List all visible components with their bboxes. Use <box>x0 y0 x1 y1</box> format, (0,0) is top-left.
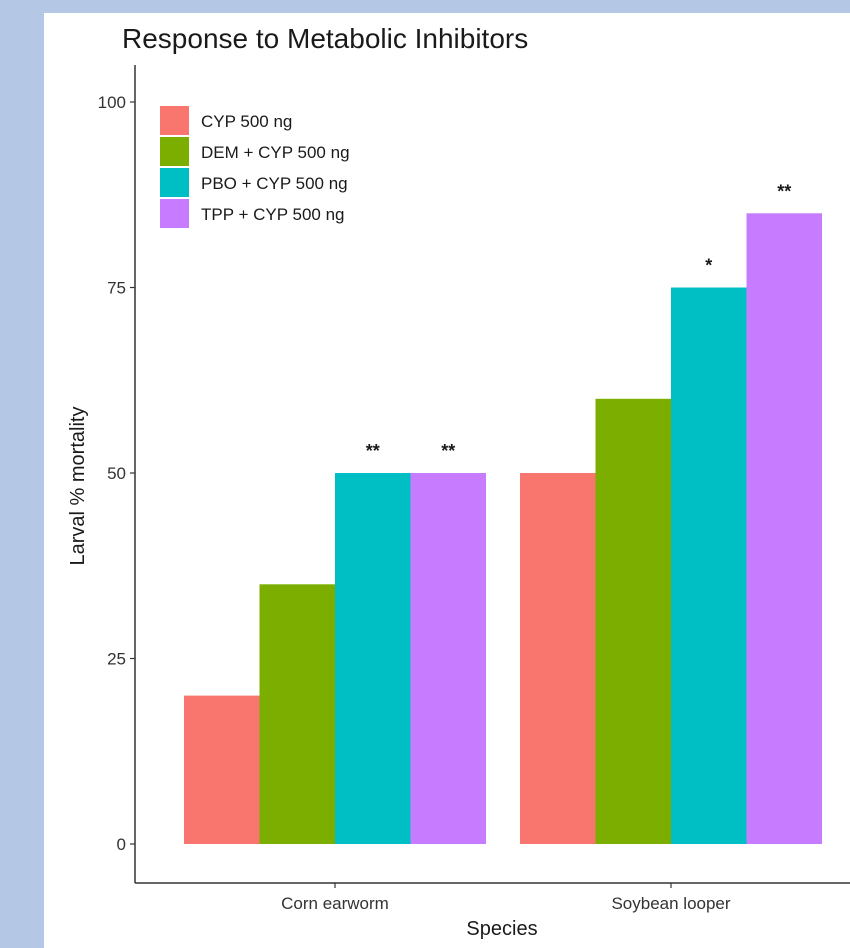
bar <box>595 398 671 844</box>
chart-title: Response to Metabolic Inhibitors <box>122 23 528 54</box>
bar <box>671 287 747 844</box>
chart-panel: Response to Metabolic Inhibitors 0 25 50 75… <box>44 13 850 948</box>
bar <box>184 695 260 844</box>
legend: CYP 500 ng DEM + CYP 500 ng PBO + CYP 500 … <box>160 106 350 228</box>
significance-annotations: ** ***** <box>366 181 792 461</box>
significance-label: * <box>705 256 712 276</box>
x-tick-label: Corn earworm <box>281 894 389 913</box>
significance-label: ** <box>777 181 791 201</box>
legend-label: PBO + CYP 500 ng <box>201 174 348 193</box>
bar <box>410 473 486 844</box>
x-tick-label: Soybean looper <box>611 894 730 913</box>
bar <box>335 473 411 844</box>
significance-label: ** <box>441 441 455 461</box>
y-tick-label: 0 <box>117 835 126 854</box>
bar <box>746 213 822 845</box>
legend-label: DEM + CYP 500 ng <box>201 143 350 162</box>
legend-swatch <box>160 199 189 228</box>
y-axis-label: Larval % mortality <box>67 407 89 566</box>
legend-label: TPP + CYP 500 ng <box>201 205 345 224</box>
bar <box>520 473 596 844</box>
legend-label: CYP 500 ng <box>201 112 292 131</box>
legend-swatch <box>160 106 189 135</box>
legend-swatch <box>160 137 189 166</box>
legend-swatch <box>160 168 189 197</box>
y-tick-label: 75 <box>107 279 126 298</box>
x-axis-label: Species <box>466 918 537 940</box>
y-tick-label: 100 <box>98 93 126 112</box>
axes: 0 25 50 75 100 Corn earworm Soybean looper <box>98 65 850 913</box>
y-tick-label: 25 <box>107 650 126 669</box>
significance-label: ** <box>366 441 380 461</box>
bar <box>259 584 335 844</box>
bars <box>184 213 822 845</box>
bar-chart: Response to Metabolic Inhibitors 0 25 50 75… <box>67 23 850 940</box>
y-tick-label: 50 <box>107 464 126 483</box>
